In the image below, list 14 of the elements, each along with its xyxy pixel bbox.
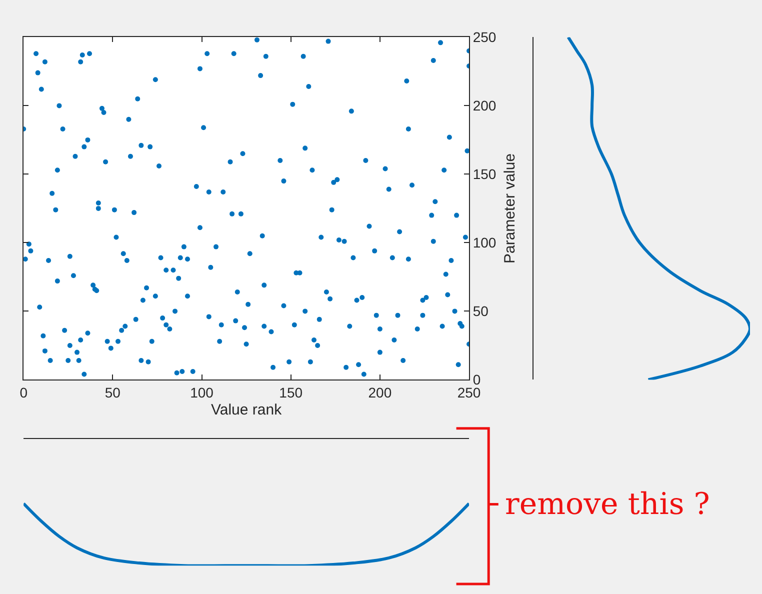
y-tick-label: 200 <box>472 98 496 114</box>
y-tick-label: 0 <box>472 372 481 388</box>
y-tick-label: 100 <box>472 234 496 251</box>
y-axis-title: Parameter value <box>501 153 518 264</box>
x-tick-label: 200 <box>368 384 392 401</box>
x-tick-label: 50 <box>104 384 121 401</box>
y-tick-label: 50 <box>472 303 489 320</box>
y-tick-label: 150 <box>472 166 496 182</box>
x-tick-label: 150 <box>279 384 303 401</box>
y-tick-label: 250 <box>472 29 496 46</box>
text: remove this ? <box>505 487 710 522</box>
x-tick-label: 0 <box>20 384 28 401</box>
x-axis-title: Value rank <box>211 402 282 419</box>
x-tick-label: 100 <box>190 384 214 401</box>
